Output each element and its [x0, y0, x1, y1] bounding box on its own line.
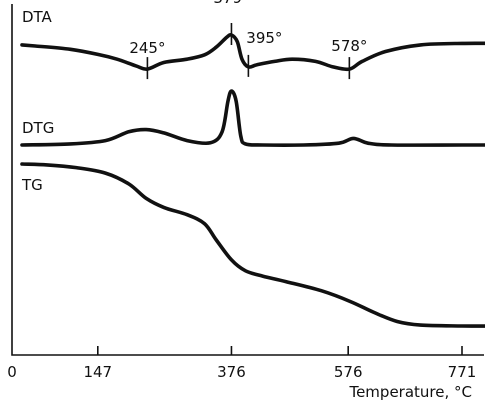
dta-curve: [20, 32, 485, 72]
dtg-curve: [20, 89, 485, 147]
x-tick-label-2: 376: [217, 363, 246, 381]
axes-frame: [11, 4, 484, 356]
x-tick-label-0: 0: [7, 363, 17, 381]
x-tick-label-3: 576: [334, 363, 363, 381]
peak-annotations: 245° 379° 395° 578°: [129, 0, 367, 80]
curves: [20, 32, 485, 328]
x-axis-label: Temperature, °C: [348, 383, 472, 401]
axis-lines: [11, 4, 484, 356]
peak-label-1: 379°: [213, 0, 249, 7]
dtg-series-label: DTG: [22, 119, 54, 137]
series-labels: DTA DTG TG: [21, 8, 54, 194]
peak-label-2: 395°: [246, 29, 282, 47]
tg-series-label: TG: [21, 176, 43, 194]
peak-label-0: 245°: [129, 39, 165, 57]
peak-label-3: 578°: [331, 37, 367, 55]
x-tick-label-1: 147: [83, 363, 112, 381]
x-axis-ticks: 0 147 376 576 771: [7, 346, 476, 381]
x-tick-label-4: 771: [448, 363, 477, 381]
tg-curve: [20, 162, 485, 328]
dta-series-label: DTA: [22, 8, 53, 26]
